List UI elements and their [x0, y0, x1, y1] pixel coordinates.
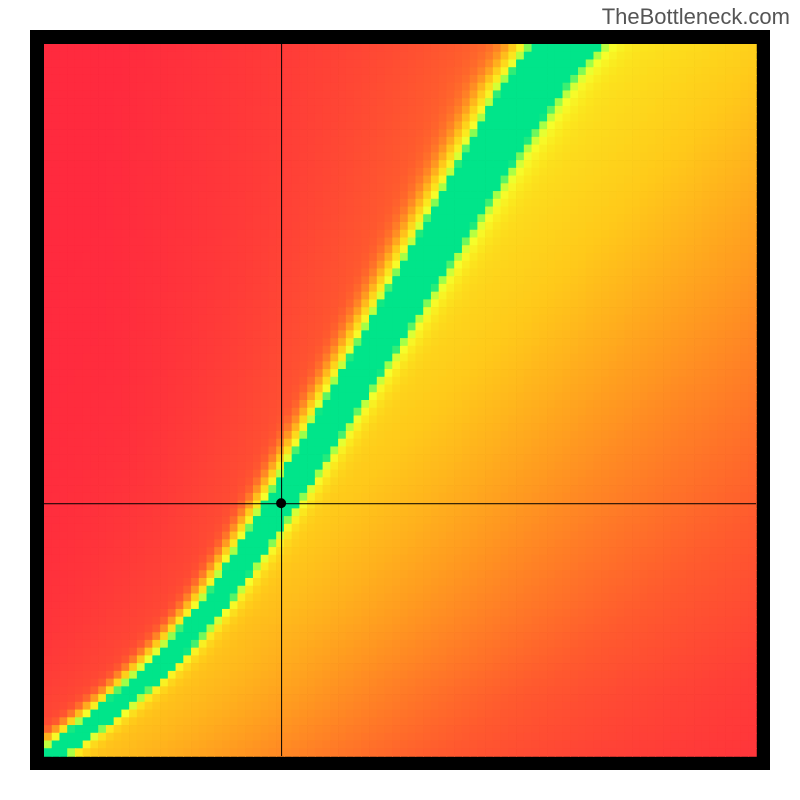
heatmap-plot	[30, 30, 770, 770]
heatmap-canvas	[30, 30, 770, 770]
chart-container: TheBottleneck.com	[0, 0, 800, 800]
watermark-text: TheBottleneck.com	[602, 4, 790, 30]
